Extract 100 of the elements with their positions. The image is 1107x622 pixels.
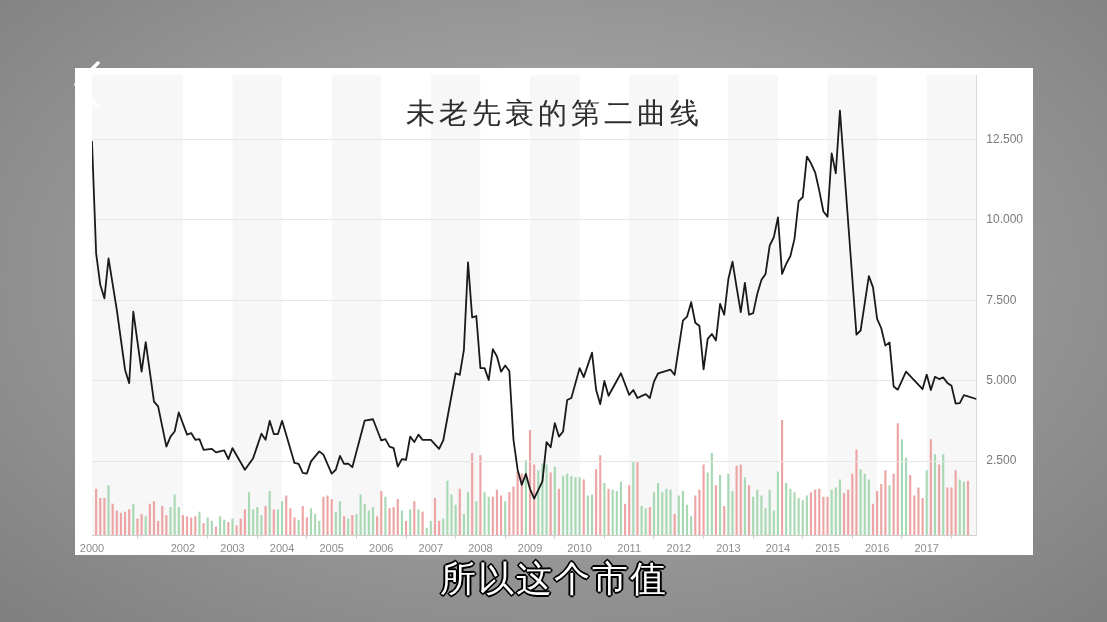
bar	[595, 469, 598, 535]
bar	[772, 510, 775, 535]
bar	[351, 515, 354, 535]
bar	[281, 501, 284, 535]
y-tick-label: 10.000	[986, 212, 1024, 227]
bar	[776, 471, 780, 535]
bar	[933, 454, 937, 535]
bar	[628, 485, 631, 535]
bar	[690, 516, 693, 535]
bar	[471, 453, 474, 535]
y-tick-label: 5.000	[986, 372, 1017, 387]
bar	[871, 503, 875, 535]
bar	[801, 500, 804, 535]
bar	[834, 487, 837, 535]
bar	[371, 507, 375, 535]
bar	[855, 449, 858, 535]
bar	[495, 489, 499, 535]
bar	[384, 496, 387, 535]
bar	[128, 509, 131, 535]
bar	[673, 513, 676, 535]
bar	[785, 482, 788, 535]
bar	[305, 517, 308, 535]
bar	[966, 480, 970, 535]
bar	[884, 470, 887, 535]
bar	[508, 492, 511, 535]
bar	[657, 482, 660, 535]
x-tick-label: 2012	[666, 541, 692, 554]
bar	[334, 511, 337, 535]
x-tick-label: 2003	[220, 541, 245, 554]
bar	[99, 497, 102, 535]
bar	[896, 423, 899, 535]
bar	[665, 488, 668, 535]
bar	[227, 522, 230, 535]
x-tick-label: 2005	[319, 541, 344, 554]
y-tick-label: 7.500	[986, 292, 1017, 307]
bar	[433, 497, 437, 535]
bar	[851, 473, 854, 535]
bar	[739, 464, 742, 535]
bar	[123, 511, 127, 535]
bar	[293, 517, 296, 535]
x-tick-label: 2016	[864, 541, 890, 554]
text: 所以这个市值	[439, 557, 669, 601]
bar	[276, 509, 280, 535]
bar	[152, 501, 156, 535]
bar	[847, 489, 850, 535]
x-tick-label: 2009	[517, 541, 543, 554]
bar	[272, 509, 275, 535]
bar	[376, 516, 379, 535]
bar	[438, 520, 441, 535]
bar	[636, 462, 639, 535]
bar	[392, 507, 395, 535]
bar	[706, 472, 709, 535]
bar	[876, 490, 879, 535]
bar	[681, 490, 684, 535]
bar	[603, 482, 606, 535]
x-tick-label: 2015	[815, 541, 840, 554]
bar	[752, 496, 755, 535]
bar	[714, 485, 718, 535]
bar	[318, 520, 321, 535]
bar	[107, 485, 110, 535]
bar	[380, 490, 383, 535]
bar	[731, 490, 734, 535]
bar	[900, 439, 903, 535]
bar	[421, 511, 424, 535]
bar	[243, 509, 246, 535]
bar	[314, 513, 317, 535]
y-tick-label: 12.500	[986, 131, 1024, 146]
bar	[181, 515, 184, 535]
bar	[574, 477, 577, 535]
bar	[793, 492, 796, 535]
bar	[111, 503, 114, 535]
x-tick-label: 2013	[716, 541, 741, 554]
bar	[462, 513, 465, 535]
bar	[338, 501, 342, 535]
bar	[669, 489, 672, 535]
bar	[892, 473, 895, 535]
bar	[768, 489, 771, 535]
bar	[417, 509, 420, 535]
bar	[475, 501, 478, 535]
bar	[396, 499, 399, 535]
bar	[483, 492, 486, 535]
bar	[607, 488, 610, 535]
bar	[611, 489, 614, 535]
bar	[367, 510, 370, 535]
bar	[719, 474, 722, 535]
bar	[723, 505, 726, 535]
bar	[297, 519, 300, 535]
bar	[458, 488, 461, 535]
bar	[235, 525, 238, 535]
bar	[925, 470, 928, 535]
bar	[190, 517, 193, 535]
bar	[268, 490, 271, 535]
bar	[231, 518, 234, 535]
bar	[256, 507, 259, 535]
text: 未老先衰的第二曲线	[404, 95, 704, 131]
bar	[599, 455, 602, 535]
bar	[95, 488, 98, 535]
bar	[285, 495, 288, 535]
x-tick-label: 2017	[914, 541, 939, 554]
bar	[326, 495, 329, 535]
